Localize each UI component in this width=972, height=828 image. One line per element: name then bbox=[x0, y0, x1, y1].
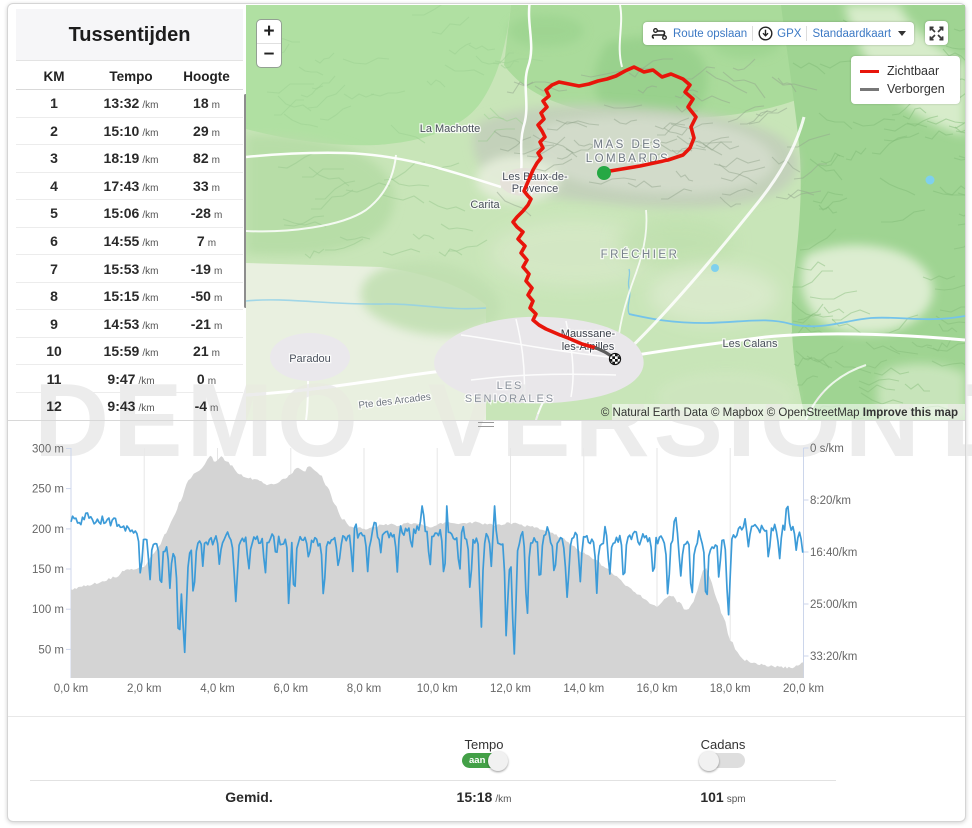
svg-text:50 m: 50 m bbox=[38, 644, 64, 656]
svg-text:FRÉCHIER: FRÉCHIER bbox=[601, 248, 680, 261]
svg-text:SENIORALES: SENIORALES bbox=[465, 393, 555, 405]
svg-text:0,0 km: 0,0 km bbox=[54, 683, 89, 695]
svg-text:2,0 km: 2,0 km bbox=[127, 683, 162, 695]
svg-text:Les Baux-de-: Les Baux-de- bbox=[502, 171, 568, 183]
svg-text:Paradou: Paradou bbox=[289, 353, 331, 365]
svg-text:20,0 km: 20,0 km bbox=[783, 683, 824, 695]
svg-text:8,0 km: 8,0 km bbox=[347, 683, 382, 695]
svg-text:25:00/km: 25:00/km bbox=[810, 599, 857, 611]
svg-text:300 m: 300 m bbox=[32, 443, 64, 455]
svg-text:Provence: Provence bbox=[512, 183, 558, 195]
svg-text:Les Calans: Les Calans bbox=[722, 338, 778, 350]
svg-text:La Machotte: La Machotte bbox=[420, 123, 481, 135]
svg-text:33:20/km: 33:20/km bbox=[810, 651, 857, 663]
svg-text:250 m: 250 m bbox=[32, 484, 64, 496]
svg-text:4,0 km: 4,0 km bbox=[200, 683, 235, 695]
svg-text:150 m: 150 m bbox=[32, 564, 64, 576]
svg-text:16,0 km: 16,0 km bbox=[637, 683, 678, 695]
svg-text:8:20/km: 8:20/km bbox=[810, 495, 851, 507]
svg-text:LES: LES bbox=[497, 380, 524, 392]
svg-text:16:40/km: 16:40/km bbox=[810, 547, 857, 559]
svg-text:Carita: Carita bbox=[470, 199, 500, 211]
svg-text:200 m: 200 m bbox=[32, 524, 64, 536]
svg-text:© Natural Earth Data © Mapbox: © Natural Earth Data © Mapbox © OpenStre… bbox=[601, 407, 958, 419]
svg-text:18,0 km: 18,0 km bbox=[710, 683, 751, 695]
svg-text:6,0 km: 6,0 km bbox=[274, 683, 309, 695]
svg-text:0 s/km: 0 s/km bbox=[810, 443, 844, 455]
svg-text:100 m: 100 m bbox=[32, 604, 64, 616]
svg-text:12,0 km: 12,0 km bbox=[490, 683, 531, 695]
svg-text:MAS DES: MAS DES bbox=[593, 139, 662, 151]
svg-text:Maussane-: Maussane- bbox=[561, 328, 616, 340]
svg-text:14,0 km: 14,0 km bbox=[563, 683, 604, 695]
svg-text:10,0 km: 10,0 km bbox=[417, 683, 458, 695]
